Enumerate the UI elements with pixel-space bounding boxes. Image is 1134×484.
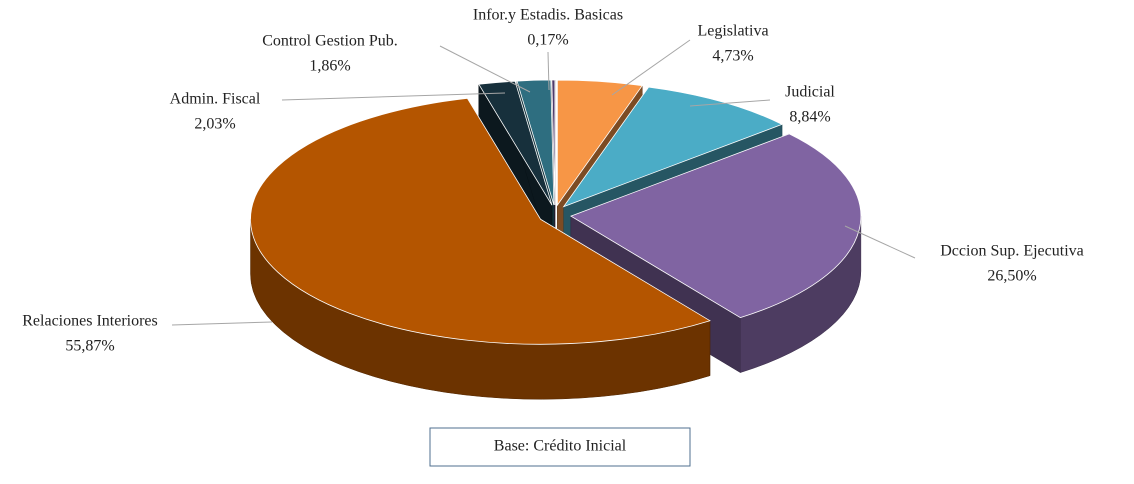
leader-line (171, 321, 273, 326)
value-label: 1,86% (309, 58, 350, 75)
caption: Base: Crédito Inicial (494, 438, 627, 455)
slice-label: Dccion Sup. Ejecutiva (940, 243, 1084, 260)
slice (562, 86, 784, 208)
slice-label: Legislativa (697, 23, 768, 40)
leader-line (611, 39, 691, 96)
value-label: 0,17% (527, 32, 568, 49)
value-label: 8,84% (789, 109, 830, 126)
slice-label: Infor.y Estadis. Basicas (473, 7, 623, 24)
leader-line (689, 99, 771, 107)
slice-label: Control Gestion Pub. (262, 33, 398, 50)
leader-line (547, 51, 550, 91)
slice-label: Judicial (785, 84, 835, 101)
slice (551, 79, 556, 206)
value-label: 4,73% (712, 48, 753, 65)
value-label: 55,87% (65, 338, 114, 355)
slice (569, 133, 862, 319)
caption-box (429, 427, 691, 467)
leader-line (281, 92, 506, 101)
slice (516, 79, 555, 206)
slice (478, 80, 553, 206)
slice (556, 79, 644, 207)
value-label: 2,03% (194, 116, 235, 133)
leader-line (439, 45, 531, 93)
leader-line (844, 225, 916, 259)
pie (250, 79, 862, 400)
slice (250, 97, 711, 345)
slice-label: Relaciones Interiores (22, 313, 158, 330)
slice-label: Admin. Fiscal (170, 91, 261, 108)
value-label: 26,50% (987, 268, 1036, 285)
